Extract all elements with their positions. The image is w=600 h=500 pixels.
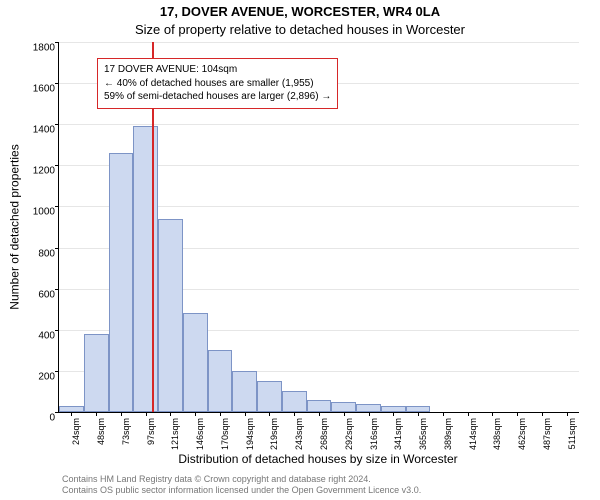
x-tick-label: 146sqm <box>195 418 205 450</box>
histogram-bar <box>356 404 381 412</box>
y-tick-label: 1600 <box>23 84 59 95</box>
histogram-bar <box>208 350 233 412</box>
chart-subtitle: Size of property relative to detached ho… <box>0 22 600 37</box>
x-tick-label: 48sqm <box>96 418 106 445</box>
x-tick-label: 414sqm <box>468 418 478 450</box>
histogram-bar <box>84 334 109 412</box>
x-tick-label: 462sqm <box>517 418 527 450</box>
x-tick-label: 487sqm <box>542 418 552 450</box>
histogram-bar <box>331 402 356 412</box>
histogram-bar <box>109 153 134 412</box>
x-tick-label: 24sqm <box>71 418 81 445</box>
x-tick-label: 341sqm <box>393 418 403 450</box>
x-tick-label: 170sqm <box>220 418 230 450</box>
histogram-bar <box>232 371 257 412</box>
x-tick-label: 316sqm <box>369 418 379 450</box>
x-tick-label: 438sqm <box>492 418 502 450</box>
x-tick-label: 365sqm <box>418 418 428 450</box>
y-tick-label: 600 <box>23 289 59 300</box>
x-tick-label: 97sqm <box>146 418 156 445</box>
x-tick-label: 389sqm <box>443 418 453 450</box>
y-tick-label: 1800 <box>23 43 59 54</box>
y-tick-label: 0 <box>23 413 59 424</box>
data-source-credit: Contains HM Land Registry data © Crown c… <box>62 474 421 497</box>
y-axis-label: Number of detached properties <box>8 42 22 412</box>
plot-area: 17 DOVER AVENUE: 104sqm ← 40% of detache… <box>58 42 579 413</box>
x-tick-label: 243sqm <box>294 418 304 450</box>
histogram-bar <box>133 126 158 412</box>
y-tick-label: 1400 <box>23 125 59 136</box>
annotation-line3: 59% of semi-detached houses are larger (… <box>104 90 331 104</box>
x-tick-label: 194sqm <box>245 418 255 450</box>
y-tick-label: 400 <box>23 330 59 341</box>
histogram-bar <box>282 391 307 412</box>
y-tick-label: 1000 <box>23 207 59 218</box>
x-tick-label: 268sqm <box>319 418 329 450</box>
x-tick-label: 511sqm <box>567 418 577 449</box>
x-tick-label: 121sqm <box>170 418 180 450</box>
x-axis-label: Distribution of detached houses by size … <box>58 452 578 466</box>
histogram-bar <box>158 219 183 412</box>
y-tick-label: 800 <box>23 248 59 259</box>
y-tick-label: 1200 <box>23 166 59 177</box>
annotation-line2: ← 40% of detached houses are smaller (1,… <box>104 77 331 91</box>
y-tick-label: 200 <box>23 371 59 382</box>
x-tick-label: 219sqm <box>269 418 279 450</box>
x-tick-label: 292sqm <box>344 418 354 450</box>
annotation-box: 17 DOVER AVENUE: 104sqm ← 40% of detache… <box>97 58 338 109</box>
x-tick-label: 73sqm <box>121 418 131 445</box>
chart-supertitle: 17, DOVER AVENUE, WORCESTER, WR4 0LA <box>0 4 600 19</box>
histogram-bar <box>307 400 332 412</box>
annotation-line1: 17 DOVER AVENUE: 104sqm <box>104 63 331 77</box>
histogram-bar <box>183 313 208 412</box>
histogram-bar <box>257 381 282 412</box>
